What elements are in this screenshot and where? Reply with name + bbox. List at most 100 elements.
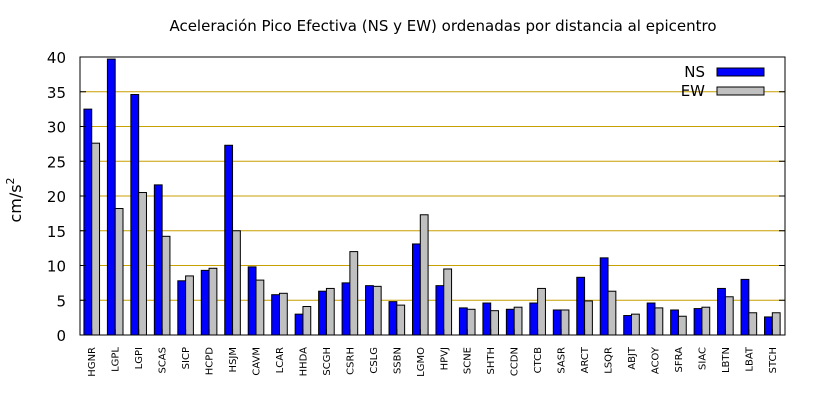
x-tick-label-scgh: SCGH [322, 347, 333, 376]
bar-ew-ssbn [396, 304, 406, 336]
bar-ns-ccdn [505, 308, 515, 336]
bar-ew-lgpi [138, 192, 147, 336]
bar-ew-siac [701, 306, 711, 336]
x-tick-label-lsqr: LSQR [604, 347, 615, 374]
bar-ew-lcar [278, 292, 288, 336]
bar-ew-sasr [560, 309, 570, 336]
x-tick-label-ctcb: CTCB [533, 347, 544, 373]
bars [83, 58, 781, 336]
y-tick-label-0: 0 [56, 327, 66, 345]
x-tick-label-scas: SCAS [158, 347, 169, 374]
bar-ns-scas [153, 184, 163, 336]
y-axis-label: cm/s2 [4, 177, 25, 222]
bar-ns-hsjm [224, 144, 234, 336]
bar-ns-shth [482, 302, 492, 336]
x-tick-label-ssbn: SSBN [392, 347, 403, 374]
bar-ns-hpvj [435, 285, 445, 336]
x-tick-label-arct: ARCT [580, 346, 591, 373]
bar-ew-hpvj [443, 268, 453, 336]
y-tick-label-10: 10 [47, 258, 66, 276]
bar-ew-cslg [372, 285, 382, 336]
bar-ew-ctcb [537, 287, 546, 336]
bar-ns-sicp [177, 280, 187, 336]
bar-ns-ssbn [388, 301, 398, 336]
bar-ns-scne [458, 307, 468, 336]
bar-ns-abjt [623, 315, 633, 336]
x-tick-label-scne: SCNE [463, 347, 474, 374]
bar-ns-scgh [318, 290, 327, 336]
bar-ns-lgpl [106, 58, 116, 336]
bar-ew-scne [466, 308, 476, 336]
x-tick-label-hcpd: HCPD [205, 347, 216, 376]
y-tick-label-15: 15 [47, 223, 66, 241]
bar-ew-hhda [302, 306, 312, 336]
bar-ew-lbat [748, 312, 758, 336]
y-axis-label-unit: cm/s [6, 184, 25, 222]
bar-ew-lgpl [114, 208, 124, 336]
x-tick-label-sicp: SICP [181, 347, 192, 369]
svg-text:cm/s2: cm/s2 [4, 177, 25, 222]
x-tick-label-lgpi: LGPI [134, 347, 145, 369]
bar-ns-lgmo [411, 243, 421, 336]
bar-ew-csrh [349, 251, 359, 336]
bar-ns-acoy [646, 302, 656, 336]
bar-ew-acoy [654, 307, 664, 336]
bar-ew-scgh [325, 287, 335, 336]
bar-ns-cslg [365, 285, 374, 336]
bar-ew-sicp [185, 275, 194, 336]
bar-ns-sfra [670, 309, 679, 336]
bar-ns-cavm [247, 266, 257, 336]
bar-ns-lgpi [130, 94, 140, 336]
x-tick-label-lgpl: LGPL [111, 347, 122, 372]
x-tick-label-cavm: CAVM [252, 347, 263, 376]
y-tick-label-25: 25 [47, 153, 66, 171]
bar-ew-stch [771, 312, 781, 336]
x-tick-label-hhda: HHDA [298, 347, 309, 377]
bar-ew-hsjm [232, 230, 241, 336]
chart-title: Aceleración Pico Efectiva (NS y EW) orde… [169, 17, 716, 35]
y-tick-label-35: 35 [47, 84, 66, 102]
bar-ns-sasr [552, 309, 562, 336]
bar-ew-abjt [631, 313, 640, 336]
x-tick-label-hsjm: HSJM [228, 347, 239, 372]
bar-ns-lsqr [599, 257, 609, 336]
bar-ew-scas [161, 235, 171, 336]
bar-ns-hcpd [200, 269, 210, 336]
bar-ew-shth [490, 310, 500, 336]
bar-ew-arct [584, 300, 593, 336]
y-tick-label-30: 30 [47, 119, 66, 137]
bar-ew-lbtn [724, 296, 734, 336]
bar-ns-hgnr [83, 108, 93, 336]
x-tick-label-csrh: CSRH [345, 347, 356, 375]
bar-ew-lgmo [419, 214, 429, 336]
x-tick-label-cslg: CSLG [369, 347, 380, 374]
x-tick-label-shth: SHTH [486, 347, 497, 375]
bar-ew-hgnr [91, 142, 101, 336]
x-tick-label-sasr: SASR [557, 347, 568, 374]
bar-ns-hhda [294, 313, 304, 336]
x-tick-label-lgmo: LGMO [416, 347, 427, 377]
bar-ew-hcpd [208, 267, 218, 336]
bar-ns-csrh [341, 282, 351, 336]
bar-ns-ctcb [529, 302, 539, 336]
bar-ns-arct [576, 276, 586, 336]
axes: 0 5 10 15 20 25 30 35 40 HGNR LGPL LGPI SCAS SICP HCPD… [47, 49, 785, 377]
bar-ns-stch [764, 316, 773, 336]
bar-ns-lbat [740, 278, 750, 336]
y-axis-label-exponent: 2 [4, 177, 17, 184]
y-tick-label-20: 20 [47, 188, 66, 206]
grid-lines [80, 91, 785, 301]
bar-ew-ccdn [513, 306, 523, 336]
x-tick-label-sfra: SFRA [674, 347, 685, 373]
x-tick-label-lbat: LBAT [744, 346, 755, 371]
legend-swatch-ns [716, 67, 765, 77]
bar-ns-siac [693, 308, 703, 336]
x-tick-label-lcar: LCAR [275, 347, 286, 373]
bar-ns-lcar [271, 294, 280, 336]
legend-label-ew: EW [681, 82, 705, 100]
x-tick-label-siac: SIAC [697, 347, 708, 370]
legend-swatch-ew [716, 86, 765, 96]
legend-label-ns: NS [684, 63, 705, 81]
